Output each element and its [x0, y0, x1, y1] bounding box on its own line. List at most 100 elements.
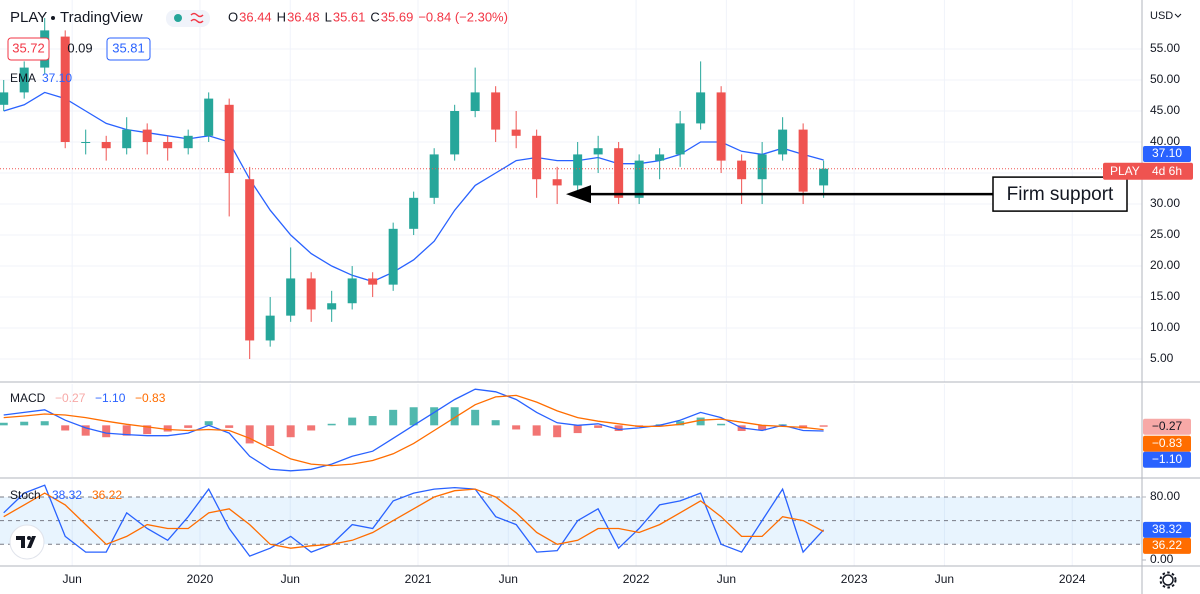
macd-histogram-bar — [471, 409, 480, 426]
ema-legend-value: 37.10 — [42, 71, 72, 85]
macd-histogram-bar — [225, 425, 234, 428]
candle-body — [737, 160, 747, 180]
ohlc-label: C — [370, 9, 379, 24]
macd-histogram-bar — [409, 407, 418, 426]
spread: 0.09 — [67, 40, 92, 55]
candle-body — [778, 129, 788, 155]
candle-body — [163, 142, 173, 149]
macd-histogram-bar — [594, 425, 603, 428]
change: −0.84 (−2.30%) — [418, 9, 508, 24]
stoch-legend-name: Stoch — [10, 488, 41, 502]
candle-body — [101, 142, 111, 149]
last-price-pill-bg — [1103, 162, 1193, 180]
macd-histogram-bar — [389, 409, 398, 426]
tradingview-logo[interactable] — [9, 524, 45, 560]
y-tick-label: 50.00 — [1150, 72, 1180, 86]
grid — [0, 0, 1142, 566]
stoch-legend-d: 36.22 — [92, 488, 122, 502]
candle-body — [81, 142, 91, 144]
macd-line — [3, 388, 824, 472]
ask-box[interactable] — [106, 37, 151, 61]
candle-body — [122, 129, 132, 149]
macd-line-pill-bg — [1143, 451, 1191, 468]
macd-histogram-bar — [163, 425, 172, 432]
candle-body — [614, 148, 624, 198]
last-price-symbol: PLAY — [1110, 164, 1140, 178]
y-tick-label: 55.00 — [1150, 41, 1180, 55]
stoch-d-pill-bg — [1143, 537, 1191, 554]
macd-signal-pill: −0.83 — [1152, 436, 1183, 450]
annotation-text: Firm support — [1007, 184, 1114, 205]
candle-body — [532, 135, 542, 180]
candle-body — [19, 67, 29, 93]
last-price-countdown: 4d 6h — [1152, 164, 1182, 178]
macd-legend-signal: −0.83 — [135, 391, 166, 405]
macd-histogram-bar — [307, 425, 316, 431]
y-tick-label: 25.00 — [1150, 227, 1180, 241]
candle-body — [306, 278, 316, 310]
macd-histogram-bar — [286, 425, 295, 438]
currency[interactable]: USD — [1150, 10, 1173, 22]
support-arrow-head — [566, 185, 591, 204]
overlay: PLAY TradingView 35.72 0.09 35.81 EMA 37… — [7, 9, 1182, 589]
stoch-k-line — [3, 484, 825, 557]
market-status — [174, 14, 182, 22]
bid: 35.72 — [12, 40, 45, 55]
macd-histogram-bar — [20, 421, 29, 426]
bid-box[interactable] — [7, 37, 50, 61]
right-axis-bg — [1142, 0, 1200, 594]
macd-legend-hist: −0.27 — [55, 391, 86, 405]
annotation-box — [992, 176, 1128, 212]
macd-histogram-bar — [430, 407, 439, 426]
candle-body — [368, 278, 378, 285]
stoch-tick-label: 80.00 — [1150, 489, 1180, 503]
candle-body — [470, 92, 480, 112]
macd-hist-pill: −0.27 — [1152, 419, 1183, 433]
macd-histogram-bar — [758, 425, 767, 431]
x-tick-label: Jun — [717, 572, 736, 586]
macd-histogram-bar — [0, 422, 8, 426]
macd-histogram-bar — [61, 425, 70, 431]
candle-body — [798, 129, 808, 192]
y-tick-label: 45.00 — [1150, 103, 1180, 117]
ask: 35.81 — [112, 40, 145, 55]
macd-histogram-bar — [819, 425, 828, 427]
candle-body — [675, 123, 685, 155]
stoch-legend-k: 38.32 — [52, 488, 82, 502]
macd-legend-macd: −1.10 — [95, 391, 126, 405]
signal-line — [3, 394, 824, 467]
candle-body — [634, 160, 644, 198]
candle-body — [245, 179, 255, 341]
candle-body — [183, 135, 193, 149]
candle-body — [204, 98, 214, 136]
macd-histogram-bar — [102, 425, 111, 438]
macd-histogram-bar — [676, 421, 685, 426]
macd-histogram-bar — [532, 425, 541, 436]
settings-icon[interactable] — [1159, 571, 1177, 589]
macd-histogram-bar — [614, 425, 623, 432]
candle-body — [491, 92, 501, 130]
macd-signal-pill-bg — [1143, 435, 1191, 452]
candle-body — [716, 92, 726, 161]
y-tick-label: 15.00 — [1150, 289, 1180, 303]
ohlc-value: 35.61 — [333, 9, 366, 24]
macd-histogram-bar — [122, 425, 131, 436]
status-pill[interactable] — [166, 10, 210, 27]
x-tick-label: Jun — [62, 572, 81, 586]
candle-body — [655, 154, 665, 161]
macd-histogram-bar — [573, 425, 582, 434]
candle-body — [388, 228, 398, 285]
macd-histogram-bar — [717, 423, 726, 426]
data-icon — [190, 12, 204, 24]
macd-legend-name: MACD — [10, 391, 46, 405]
x-tick-label: Jun — [499, 572, 518, 586]
candle-body — [409, 197, 419, 229]
macd-histogram-bar — [553, 425, 562, 438]
macd-histogram-bar — [696, 417, 705, 426]
candle-body — [511, 129, 521, 136]
ema-pill-bg — [1143, 145, 1191, 162]
candle-body — [757, 154, 767, 180]
candle-body — [224, 104, 234, 174]
